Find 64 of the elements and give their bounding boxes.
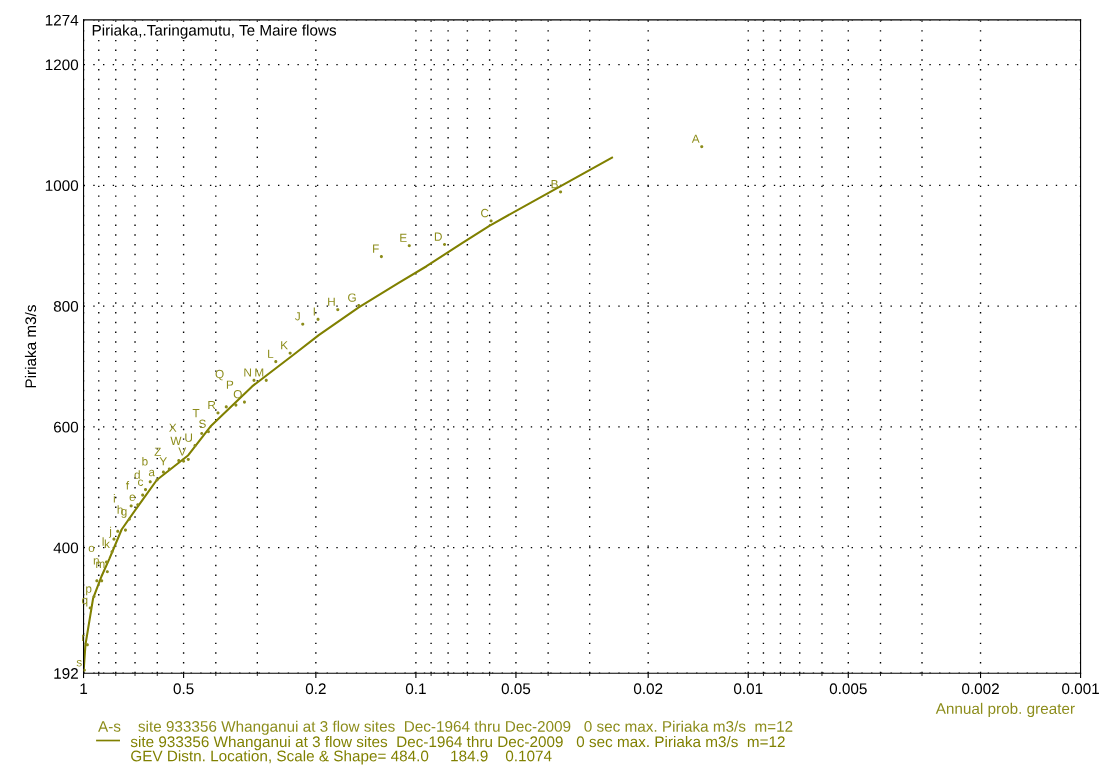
data-label: r <box>82 634 86 641</box>
y-tick-label: 1274 <box>45 14 79 26</box>
data-label: p <box>86 586 92 596</box>
x-tick-label: 0.1 <box>405 683 426 695</box>
y-tick-label: 192 <box>54 668 78 679</box>
x-tick-label: 0.2 <box>305 683 326 695</box>
data-label: H <box>328 297 335 306</box>
text: A-s site 933356 Whanganui at 3 flow sites Dec-1964 thru Dec-2009 0 sec max. Piriaka m3/s m=12 <box>98 720 793 735</box>
data-label: F <box>373 244 379 253</box>
data-label: g <box>121 509 127 518</box>
data-label: J <box>294 312 300 321</box>
data-label: G <box>348 293 356 302</box>
data-label: j <box>108 526 112 538</box>
data-label: W <box>170 436 182 445</box>
data-label: Q <box>215 369 224 381</box>
y-tick-label: 800 <box>53 300 79 312</box>
y-tick-label: 1200 <box>45 59 79 71</box>
x-tick-label: 0.002 <box>962 683 999 695</box>
x-tick-label: 0.05 <box>501 683 531 695</box>
data-label: s <box>76 660 82 667</box>
y-tick-label: 1000 <box>45 180 79 192</box>
data-label: a <box>148 469 155 477</box>
data-label: l <box>102 537 104 546</box>
data-label: Z <box>154 447 161 456</box>
x-tick-label: 0.005 <box>829 683 867 695</box>
data-label: K <box>281 341 288 350</box>
data-label: P <box>226 380 234 389</box>
data-label: M <box>255 368 264 377</box>
x-tick-label: 0.02 <box>633 683 663 695</box>
data-label: h <box>117 505 123 514</box>
data-label: k <box>104 539 110 548</box>
data-label: X <box>169 423 177 432</box>
data-label: c <box>138 479 144 486</box>
data-label: O <box>233 390 242 399</box>
data-label: o <box>88 545 95 553</box>
x-tick-label: 0.01 <box>733 683 763 695</box>
data-label: b <box>142 456 148 466</box>
y-tick-label: 400 <box>53 542 79 554</box>
x-tick-label: 0.5 <box>173 683 194 695</box>
data-label: L <box>268 349 274 358</box>
data-label: U <box>185 433 193 442</box>
x-tick-label: 0.001 <box>1062 683 1099 695</box>
data-label: D <box>434 232 442 241</box>
data-label: E <box>400 233 407 242</box>
x-axis-title: Annual prob. greater <box>935 702 1075 718</box>
data-label: e <box>129 494 136 502</box>
legend-label: site 933356 Whanganui at 3 flow sites Dec-1964 thru Dec-2009 0 sec max. Piriaka m3/s m=12 GEV Distn. Location, Scale & Shape= 484.0 184.9 0.1074 <box>130 735 785 765</box>
data-label: B <box>551 180 558 189</box>
data-label: A <box>691 134 700 143</box>
data-label: V <box>178 447 187 456</box>
x-tick-label: 1 <box>80 683 88 694</box>
data-label: S <box>199 419 206 428</box>
data-label: f <box>125 481 130 490</box>
data-label: Y <box>159 457 167 466</box>
data-label: R <box>208 401 216 410</box>
y-axis-title: Piriaka m3/s <box>24 305 37 388</box>
data-label: d <box>134 470 140 479</box>
data-label: T <box>192 409 200 418</box>
data-label: C <box>481 208 489 218</box>
data-label: I <box>313 307 315 316</box>
chart-title: Piriaka,.Taringamutu, Te Maire flows <box>92 24 337 39</box>
data-label: i <box>113 493 115 503</box>
y-tick-label: 600 <box>53 421 79 433</box>
data-label: N <box>244 368 251 377</box>
